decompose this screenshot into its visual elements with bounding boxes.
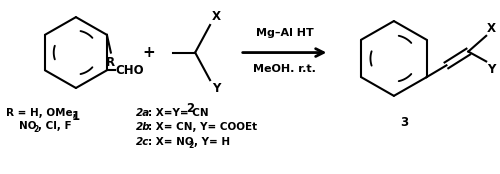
Text: 2c: 2c	[136, 137, 149, 147]
Text: R = H, OMe,: R = H, OMe,	[6, 108, 77, 118]
Text: Y: Y	[212, 82, 220, 95]
Text: : X= CN, Y= COOEt: : X= CN, Y= COOEt	[148, 122, 258, 132]
Text: , Y= H: , Y= H	[194, 137, 230, 147]
Text: NO: NO	[20, 121, 37, 131]
Text: R: R	[106, 56, 116, 69]
Text: 1: 1	[72, 110, 80, 123]
Text: +: +	[142, 45, 155, 60]
Text: X: X	[487, 22, 496, 35]
Text: 2a: 2a	[136, 108, 150, 118]
Text: 2: 2	[33, 125, 38, 134]
Text: X: X	[212, 10, 221, 23]
Text: 2: 2	[188, 141, 194, 150]
Text: CHO: CHO	[116, 64, 144, 77]
Text: MeOH. r.t.: MeOH. r.t.	[253, 64, 316, 74]
Text: : X=Y= CN: : X=Y= CN	[148, 108, 209, 118]
Text: 2b: 2b	[136, 122, 150, 132]
Text: 2: 2	[186, 102, 194, 115]
Text: , Cl, F: , Cl, F	[38, 121, 72, 131]
Text: Y: Y	[487, 63, 496, 76]
Text: Mg–Al HT: Mg–Al HT	[256, 28, 314, 38]
Text: 3: 3	[400, 116, 408, 129]
Text: : X= NO: : X= NO	[148, 137, 194, 147]
